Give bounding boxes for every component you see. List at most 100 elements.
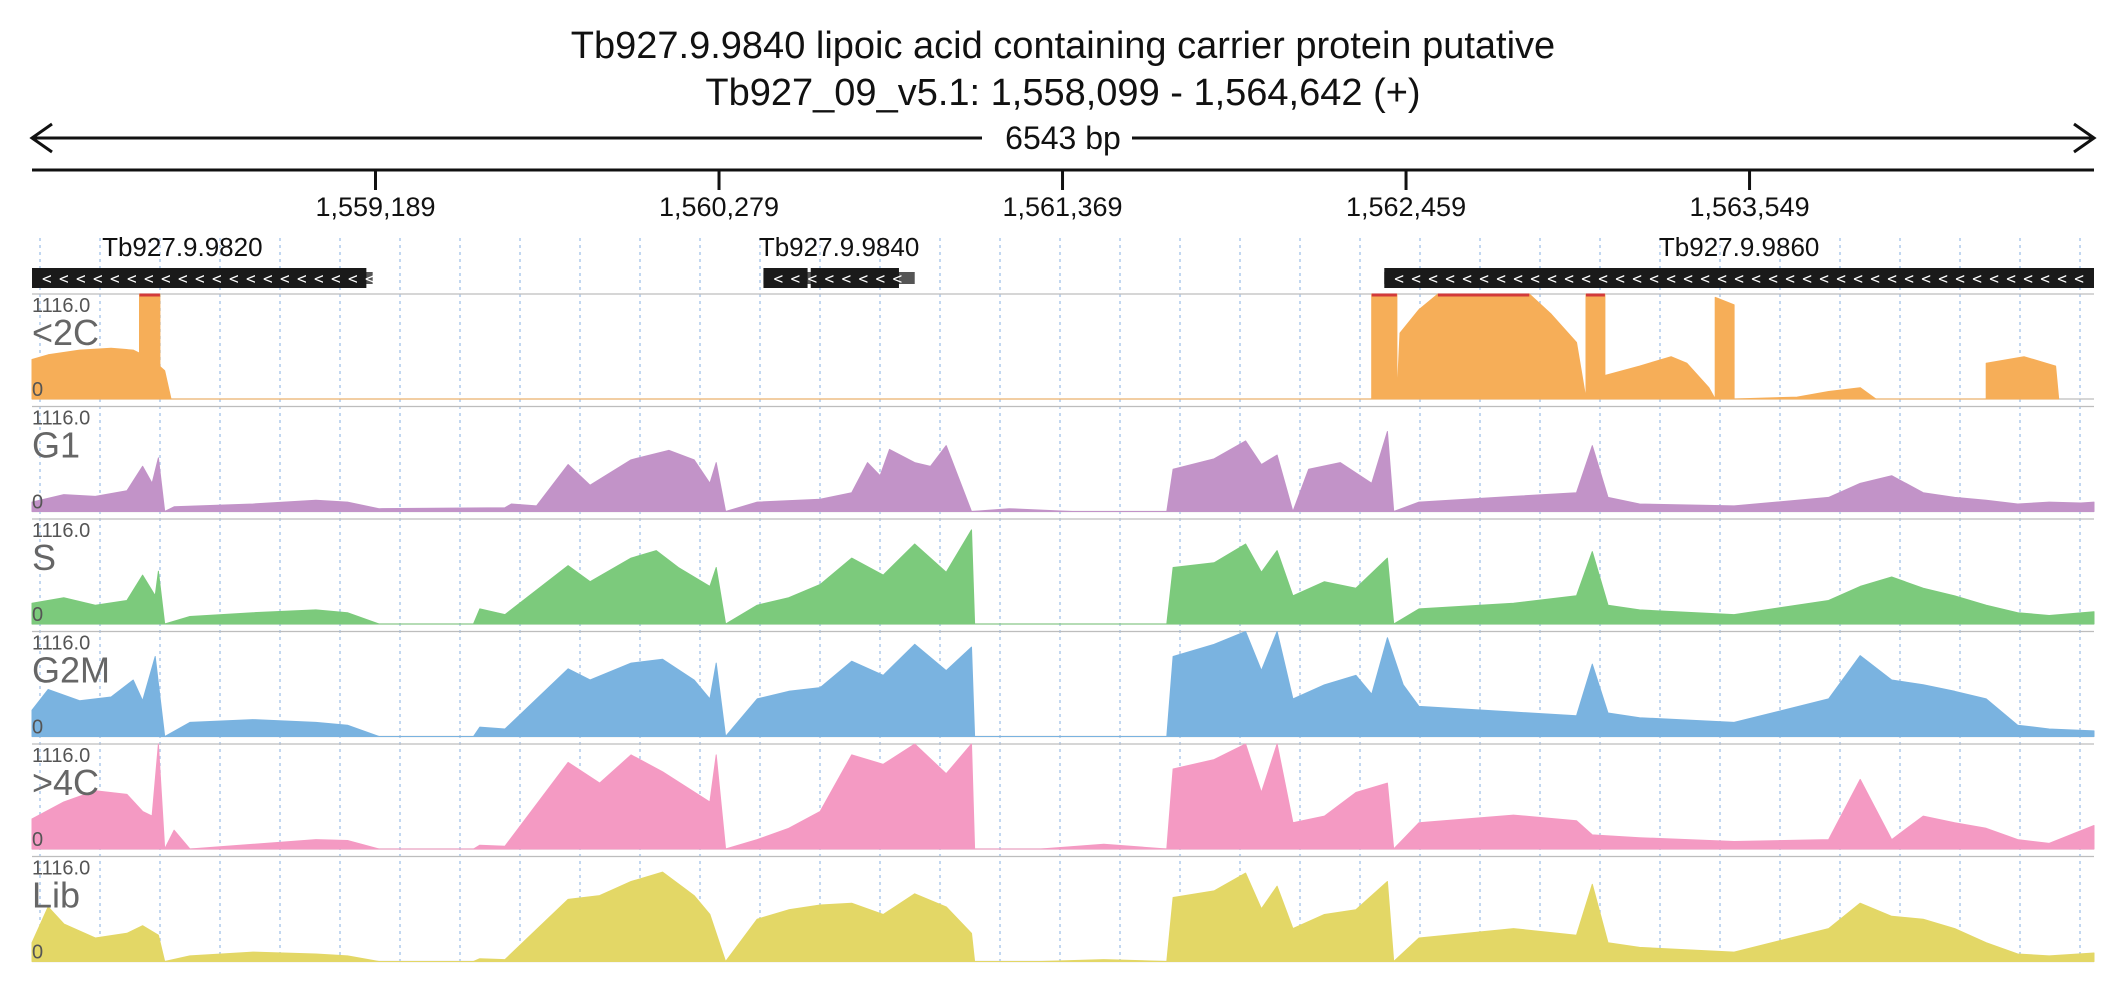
strand-chevron: < [161, 269, 171, 288]
strand-chevron: < [807, 269, 817, 288]
coverage-area [31, 293, 2060, 400]
tick-label-4: 1,562,459 [1346, 192, 1466, 222]
strand-chevron: < [1615, 269, 1625, 288]
strand-chevron: < [858, 269, 868, 288]
strand-chevron: < [1462, 269, 1472, 288]
gene-1[interactable]: < < < < < < < < < < < < < < < < < < < <Tb927.9.9820 [32, 232, 375, 288]
strand-chevron: < [1683, 269, 1693, 288]
strand-chevron: < [1751, 269, 1761, 288]
strand-chevron: < [1836, 269, 1846, 288]
track-name: S [32, 537, 56, 578]
gene-3[interactable]: < < < < < < < < < < < < < < < < < < < < < < < < < < < < < < < < < < < < < < < <… [1384, 232, 2094, 288]
track-min-label: 0 [32, 717, 43, 739]
gene-exon-1 [763, 268, 808, 288]
gene-label-2: Tb927.9.9840 [759, 232, 919, 262]
strand-chevron: < [1870, 269, 1880, 288]
ruler-ticks: 1,559,189 1,560,279 1,561,369 1,562,459 1,56… [315, 170, 1810, 222]
coverage-area [31, 431, 2095, 512]
strand-chevron: < [1394, 269, 1404, 288]
track-min-label: 0 [32, 379, 43, 401]
track-max-label: 1116.0 [32, 408, 90, 430]
coverage-area [31, 631, 2095, 737]
span-arrow: 6543 bp [29, 119, 2097, 157]
strand-chevron: < [1802, 269, 1812, 288]
track-max-label: 1116.0 [32, 520, 90, 542]
gene-label-3: Tb927.9.9860 [1659, 232, 1819, 262]
coverage-area [31, 529, 2095, 625]
coverage-tracks: 1116.0<2C01116.0G101116.0S01116.0G2M0111… [31, 293, 2095, 964]
gene-exon-2 [810, 268, 899, 288]
strand-chevron: < [790, 269, 800, 288]
strand-chevron: < [1955, 269, 1965, 288]
strand-chevron: < [1598, 269, 1608, 288]
strand-chevron: < [1666, 269, 1676, 288]
track-max-label: 1116.0 [32, 295, 90, 317]
strand-chevron: < [1938, 269, 1948, 288]
strand-chevron: < [1819, 269, 1829, 288]
strand-chevron: < [195, 269, 205, 288]
strand-chevron: < [1853, 269, 1863, 288]
chart-subtitle: Tb927_09_v5.1: 1,558,099 - 1,564,642 (+) [705, 72, 1420, 114]
strand-chevron: < [297, 269, 307, 288]
gene-2[interactable]: < < < < < < < < Tb927.9.9840 [759, 232, 919, 288]
strand-chevron: < [1785, 269, 1795, 288]
track-min-label: 0 [32, 829, 43, 851]
strand-chevron: < [1717, 269, 1727, 288]
strand-chevron: < [127, 269, 137, 288]
track-name: >4C [32, 762, 99, 803]
strand-chevron: < [2023, 269, 2033, 288]
track-2: 1116.0G1 0 [31, 405, 2095, 514]
strand-chevron: < [1428, 269, 1438, 288]
strand-chevron: < [331, 269, 341, 288]
strand-chevron: < [42, 269, 52, 288]
track-3: 1116.0S 0 [31, 518, 2095, 626]
strand-chevron: < [1649, 269, 1659, 288]
strand-chevron: < [110, 269, 120, 288]
strand-chevron: < [2040, 269, 2050, 288]
strand-chevron: < [1411, 269, 1421, 288]
tick-label-3: 1,561,369 [1002, 192, 1122, 222]
tick-label-2: 1,560,279 [659, 192, 779, 222]
track-name: <2C [32, 312, 99, 353]
strand-chevron: < [263, 269, 273, 288]
span-label: 6543 bp [1005, 120, 1121, 156]
strand-chevron: < [2006, 269, 2016, 288]
strand-chevron: < [875, 269, 885, 288]
strand-chevron: < [892, 269, 902, 288]
strand-chevron: < [1887, 269, 1897, 288]
strand-chevron: < [1530, 269, 1540, 288]
track-name: G1 [32, 425, 80, 466]
gene-exon-1 [1384, 268, 2094, 288]
strand-chevron: < [1547, 269, 1557, 288]
track-max-label: 1116.0 [32, 745, 90, 767]
track-min-label: 0 [32, 492, 43, 514]
strand-chevron: < [1768, 269, 1778, 288]
coverage-area [31, 743, 2095, 850]
strand-chevron: < [1734, 269, 1744, 288]
strand-chevron: < [59, 269, 69, 288]
track-5: 1116.0>4C 0 [31, 743, 2095, 851]
strand-chevron: < [178, 269, 188, 288]
strand-chevron: < [348, 269, 358, 288]
strand-chevron: < [841, 269, 851, 288]
track-max-label: 1116.0 [32, 633, 90, 655]
strand-chevron: < [93, 269, 103, 288]
strand-chevron: < [229, 269, 239, 288]
strand-chevron: < [1513, 269, 1523, 288]
strand-chevron: < [1496, 269, 1506, 288]
strand-chevron: < [1445, 269, 1455, 288]
strand-chevron: < [1581, 269, 1591, 288]
track-name: Lib [32, 875, 80, 916]
tick-label-5: 1,563,549 [1689, 192, 1809, 222]
strand-chevron: < [144, 269, 154, 288]
strand-chevron: < [1972, 269, 1982, 288]
strand-chevron: < [246, 269, 256, 288]
track-name: G2M [32, 650, 110, 691]
gene-label-1: Tb927.9.9820 [102, 232, 262, 262]
chart-title: Tb927.9.9840 lipoic acid containing carr… [571, 25, 1555, 67]
strand-chevron: < [824, 269, 834, 288]
strand-chevron: < [314, 269, 324, 288]
strand-chevron: < [1632, 269, 1642, 288]
